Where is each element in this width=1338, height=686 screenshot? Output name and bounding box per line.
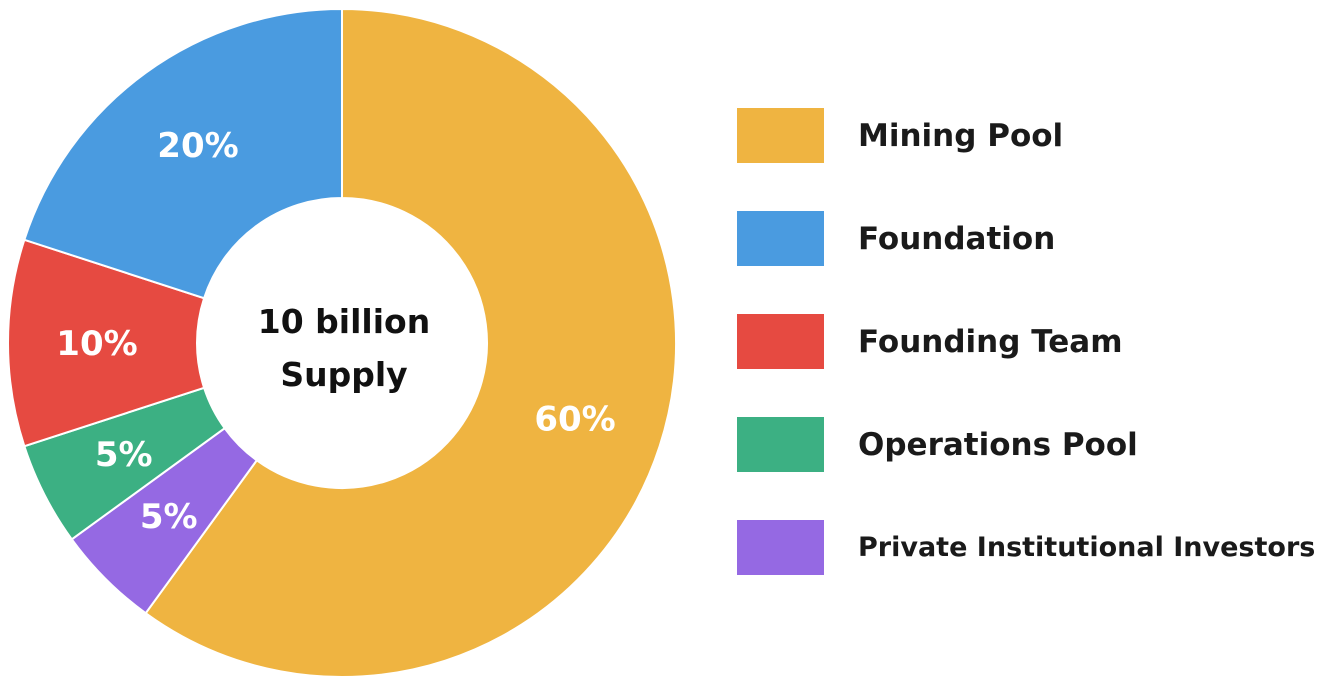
slice-mining-pool[interactable] [144,7,677,678]
legend-label: Mining Pool [858,117,1064,154]
legend-item-foundation[interactable]: Foundation [737,211,1315,266]
center-label-line1: 10 billion [258,302,430,341]
legend: Mining Pool Foundation Founding Team Ope… [737,108,1315,623]
legend-item-operations-pool[interactable]: Operations Pool [737,417,1315,472]
legend-swatch [737,520,824,575]
data-label-foundation: 20% [157,126,238,166]
legend-swatch [737,417,824,472]
legend-swatch [737,108,824,163]
data-label-operations-pool: 5% [95,435,153,475]
legend-swatch [737,211,824,266]
legend-item-founding-team[interactable]: Founding Team [737,314,1315,369]
data-label-private-institutional-investors: 5% [140,497,198,537]
data-label-founding-team: 10% [56,324,137,364]
slice-foundation[interactable] [23,7,343,300]
legend-label: Foundation [858,220,1056,257]
legend-label: Private Institutional Investors [858,532,1316,563]
legend-swatch [737,314,824,369]
donut-chart: 60% 5% 5% 10% 20% 10 billion Supply [7,7,677,678]
legend-item-private-institutional-investors[interactable]: Private Institutional Investors [737,520,1315,575]
center-label-line2: Supply [280,355,407,394]
data-label-mining-pool: 60% [534,400,615,440]
legend-label: Founding Team [858,323,1123,360]
legend-label: Operations Pool [858,426,1138,463]
legend-item-mining-pool[interactable]: Mining Pool [737,108,1315,163]
